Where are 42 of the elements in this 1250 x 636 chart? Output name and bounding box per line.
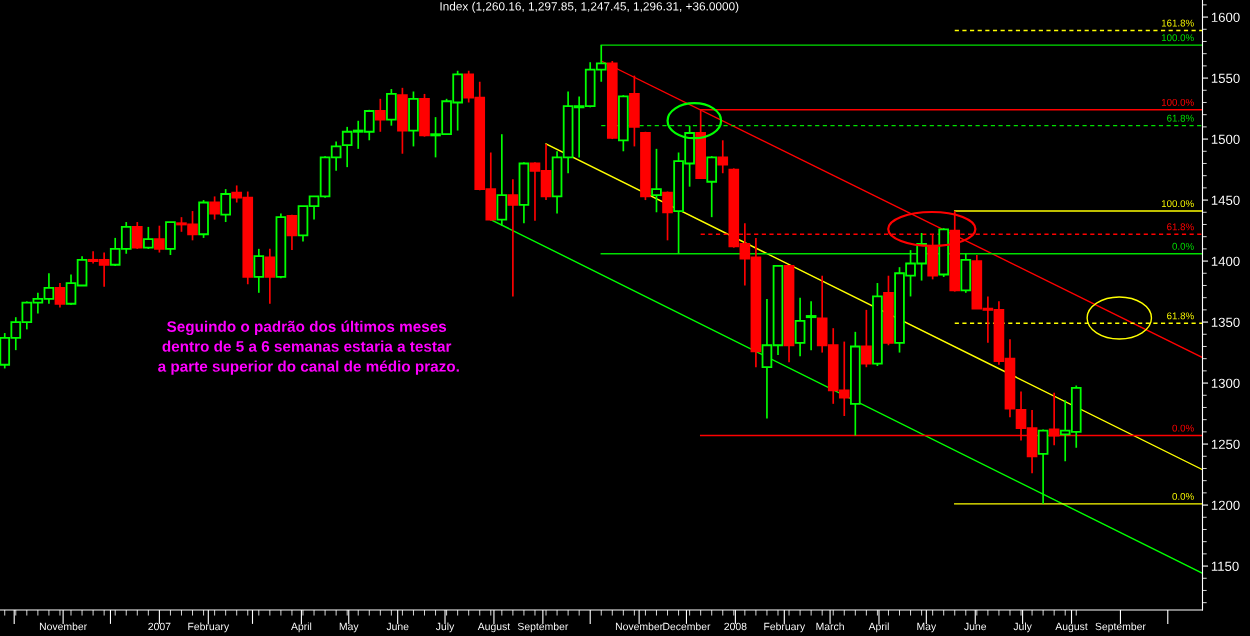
series-label: 100.0% [1161, 200, 1194, 208]
series-label: 61.8% [1167, 312, 1194, 320]
series-label: 0.0% [1172, 492, 1194, 500]
x-tick-label: November [615, 622, 663, 631]
x-tick-label: February [764, 622, 806, 633]
y-tick-label: 1600 [1211, 12, 1240, 22]
series-label: 61.8% [1167, 114, 1194, 122]
x-tick-label: July [435, 622, 455, 633]
y-tick-label: 1200 [1211, 500, 1240, 510]
x-tick-label: June [386, 622, 409, 631]
x-tick-label: July [1013, 622, 1032, 633]
series-label: 100.0% [1161, 34, 1194, 42]
x-tick-label: December [663, 622, 711, 631]
x-tick-label: April [291, 622, 312, 633]
chart-title: Index (1,260.16, 1,297.85, 1,247.45, 1,296.31, +36.0000) [440, 1, 739, 13]
x-tick-label: August [477, 622, 511, 633]
y-tick-label: 1250 [1211, 439, 1240, 449]
annotation: Seguindo o padrão dos últimos meses dentro de 5 a 6 semanas estaria a testar a parte superior do canal de médio prazo. [158, 320, 459, 375]
x-tick-label: May [339, 622, 359, 633]
x-tick-label: 2007 [148, 622, 171, 631]
x-tick-label: 2008 [724, 622, 747, 631]
series-label: 161.8% [1161, 19, 1194, 27]
y-tick-label: 1300 [1211, 378, 1240, 388]
x-tick-label: April [868, 622, 889, 633]
series-label: 100.0% [1161, 98, 1194, 106]
y-tick-label: 1350 [1211, 317, 1240, 327]
x-tick-label: November [39, 622, 87, 631]
x-tick-label: September [1095, 622, 1146, 633]
series-label: 61.8% [1167, 223, 1194, 231]
x-tick-label: June [964, 622, 987, 631]
series-label: 0.0% [1172, 242, 1194, 250]
x-tick-label: February [188, 622, 230, 633]
x-tick-label: March [816, 622, 844, 631]
x-tick-label: September [517, 622, 569, 633]
x-tick-label: August [1055, 622, 1088, 633]
y-tick-label: 1500 [1211, 134, 1240, 144]
series-label: 0.0% [1172, 424, 1194, 432]
y-tick-label: 1150 [1211, 561, 1239, 571]
x-tick-label: May [917, 622, 937, 633]
y-tick-label: 1450 [1211, 195, 1240, 205]
y-tick-label: 1400 [1211, 256, 1240, 266]
y-tick-label: 1550 [1211, 73, 1240, 83]
